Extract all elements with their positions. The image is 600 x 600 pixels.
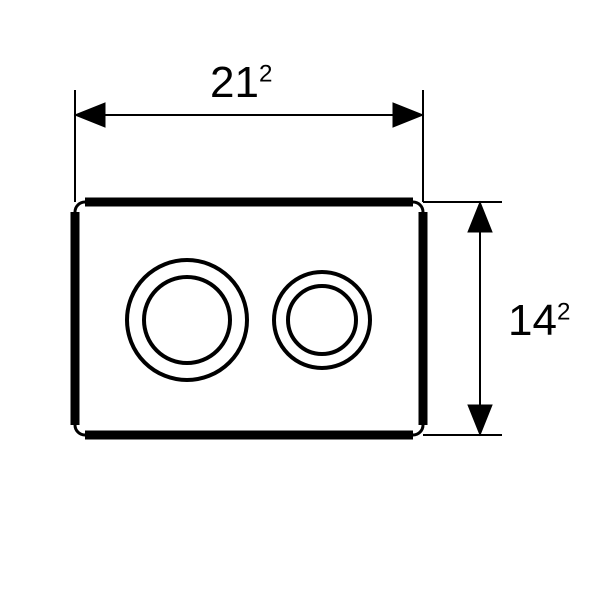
dim-base: 14 <box>508 296 557 345</box>
dim-base: 21 <box>210 58 259 107</box>
dim-exponent: 2 <box>557 298 570 325</box>
diagram-stage: 212 142 <box>0 0 600 600</box>
height-dimension-label: 142 <box>508 296 570 346</box>
width-dimension-label: 212 <box>210 58 272 108</box>
dim-exponent: 2 <box>259 60 272 87</box>
